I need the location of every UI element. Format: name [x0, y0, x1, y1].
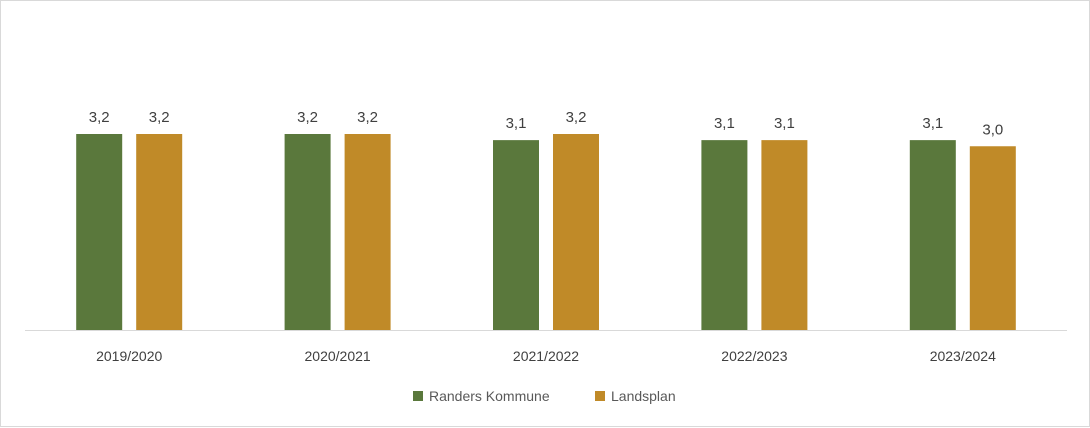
data-label: 3,2	[297, 109, 318, 126]
bar-landsplan	[136, 134, 183, 330]
data-label: 3,1	[922, 115, 943, 132]
data-label: 3,2	[89, 109, 110, 126]
legend-swatch	[595, 391, 605, 401]
legend-label: Landsplan	[611, 388, 676, 404]
x-tick-label: 2020/2021	[305, 348, 371, 364]
bar-landsplan	[344, 134, 391, 330]
bar-randers-kommune	[76, 134, 123, 330]
bar-randers-kommune	[493, 140, 539, 330]
data-label: 3,0	[982, 121, 1003, 138]
data-label: 3,1	[714, 115, 735, 132]
x-tick-label: 2022/2023	[721, 348, 787, 364]
legend-label: Randers Kommune	[429, 388, 550, 404]
data-label: 3,2	[357, 109, 378, 126]
data-label: 3,2	[149, 109, 170, 126]
bar-randers-kommune	[909, 140, 956, 330]
data-label: 3,2	[566, 109, 587, 126]
bar-landsplan	[761, 140, 808, 330]
bar-landsplan	[969, 146, 1016, 330]
x-tick-label: 2021/2022	[513, 348, 579, 364]
legend-swatch	[413, 391, 423, 401]
bar-landsplan	[553, 134, 599, 330]
x-tick-label: 2019/2020	[96, 348, 162, 364]
bar-randers-kommune	[701, 140, 748, 330]
data-label: 3,1	[506, 115, 527, 132]
data-label: 3,1	[774, 115, 795, 132]
bar-randers-kommune	[284, 134, 331, 330]
x-tick-label: 2023/2024	[930, 348, 996, 364]
